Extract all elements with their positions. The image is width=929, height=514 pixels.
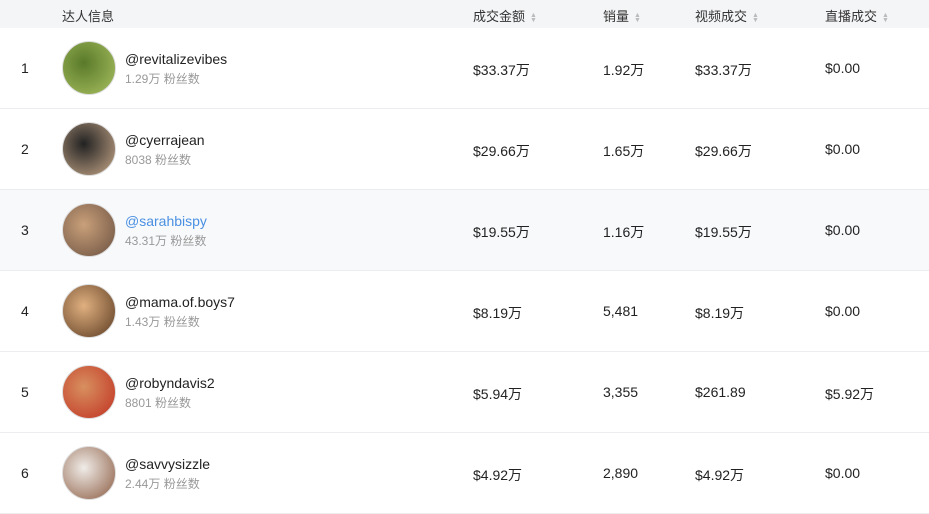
follower-count: 8801 粉丝数 <box>125 396 192 410</box>
col-sales[interactable]: 销量 ▲ ▼ <box>603 9 641 24</box>
follower-count: 2.44万 粉丝数 <box>125 477 200 491</box>
avatar[interactable] <box>62 284 116 338</box>
avatar[interactable] <box>62 203 116 257</box>
gmv: $4.92万 <box>473 467 523 483</box>
creator-handle[interactable]: @robyndavis2 <box>125 375 215 391</box>
creator-handle[interactable]: @savvysizzle <box>125 456 211 472</box>
sales: 5,481 <box>603 303 639 319</box>
video-gmv: $4.92万 <box>695 467 745 483</box>
creator-handle[interactable]: @cyerrajean <box>125 132 205 148</box>
video-gmv: $29.66万 <box>695 143 752 159</box>
avatar[interactable] <box>62 122 116 176</box>
follower-count: 1.43万 粉丝数 <box>125 315 200 329</box>
follower-count: 8038 粉丝数 <box>125 153 192 167</box>
live-gmv: $0.00 <box>825 141 861 157</box>
table-row[interactable]: 6 @savvysizzle 2.44万 粉丝数 $4.92万 2,890 $4… <box>0 433 929 514</box>
sort-icon[interactable]: ▲ ▼ <box>530 11 537 24</box>
rank: 6 <box>21 465 29 481</box>
live-gmv: $0.00 <box>825 60 861 76</box>
table-row[interactable]: 5 @robyndavis2 8801 粉丝数 $5.94万 3,355 $26… <box>0 352 929 433</box>
follower-count: 1.29万 粉丝数 <box>125 72 200 86</box>
video-gmv: $8.19万 <box>695 305 745 321</box>
sales: 2,890 <box>603 465 639 481</box>
sort-icon[interactable]: ▲ ▼ <box>752 11 759 24</box>
live-gmv: $0.00 <box>825 222 861 238</box>
gmv: $33.37万 <box>473 62 530 78</box>
table-row[interactable]: 4 @mama.of.boys7 1.43万 粉丝数 $8.19万 5,481 … <box>0 271 929 352</box>
creator-handle[interactable]: @sarahbispy <box>125 213 207 229</box>
sales: 1.16万 <box>603 224 645 240</box>
avatar[interactable] <box>62 365 116 419</box>
creator-handle[interactable]: @mama.of.boys7 <box>125 294 235 310</box>
rank: 3 <box>21 222 29 238</box>
video-gmv: $261.89 <box>695 384 746 400</box>
avatar[interactable] <box>62 446 116 500</box>
col-gmv[interactable]: 成交金额 ▲ ▼ <box>473 9 537 24</box>
gmv: $19.55万 <box>473 224 530 240</box>
sales: 1.65万 <box>603 143 645 159</box>
table-row[interactable]: 2 @cyerrajean 8038 粉丝数 $29.66万 1.65万 $29… <box>0 109 929 190</box>
sort-icon[interactable]: ▲ ▼ <box>634 11 641 24</box>
table-row[interactable]: 3 @sarahbispy 43.31万 粉丝数 $19.55万 1.16万 $… <box>0 190 929 271</box>
col-live[interactable]: 直播成交 ▲ ▼ <box>825 9 889 24</box>
live-gmv: $0.00 <box>825 465 861 481</box>
video-gmv: $19.55万 <box>695 224 752 240</box>
col-video[interactable]: 视频成交 ▲ ▼ <box>695 9 759 24</box>
table-row[interactable]: 1 @revitalizevibes 1.29万 粉丝数 $33.37万 1.9… <box>0 28 929 109</box>
rank: 1 <box>21 60 29 76</box>
gmv: $29.66万 <box>473 143 530 159</box>
gmv: $5.94万 <box>473 386 523 402</box>
table-header: 达人信息 成交金额 ▲ ▼ 销量 ▲ ▼ 视频成交 ▲ ▼ 直播成交 ▲ ▼ <box>0 0 929 28</box>
sales: 1.92万 <box>603 62 645 78</box>
sort-icon[interactable]: ▲ ▼ <box>882 11 889 24</box>
col-creator: 达人信息 <box>62 9 115 24</box>
sales: 3,355 <box>603 384 639 400</box>
follower-count: 43.31万 粉丝数 <box>125 234 207 248</box>
rank: 4 <box>21 303 29 319</box>
video-gmv: $33.37万 <box>695 62 752 78</box>
creator-handle[interactable]: @revitalizevibes <box>125 51 228 67</box>
avatar[interactable] <box>62 41 116 95</box>
live-gmv: $5.92万 <box>825 386 875 402</box>
gmv: $8.19万 <box>473 305 523 321</box>
rank: 5 <box>21 384 29 400</box>
live-gmv: $0.00 <box>825 303 861 319</box>
rank: 2 <box>21 141 29 157</box>
